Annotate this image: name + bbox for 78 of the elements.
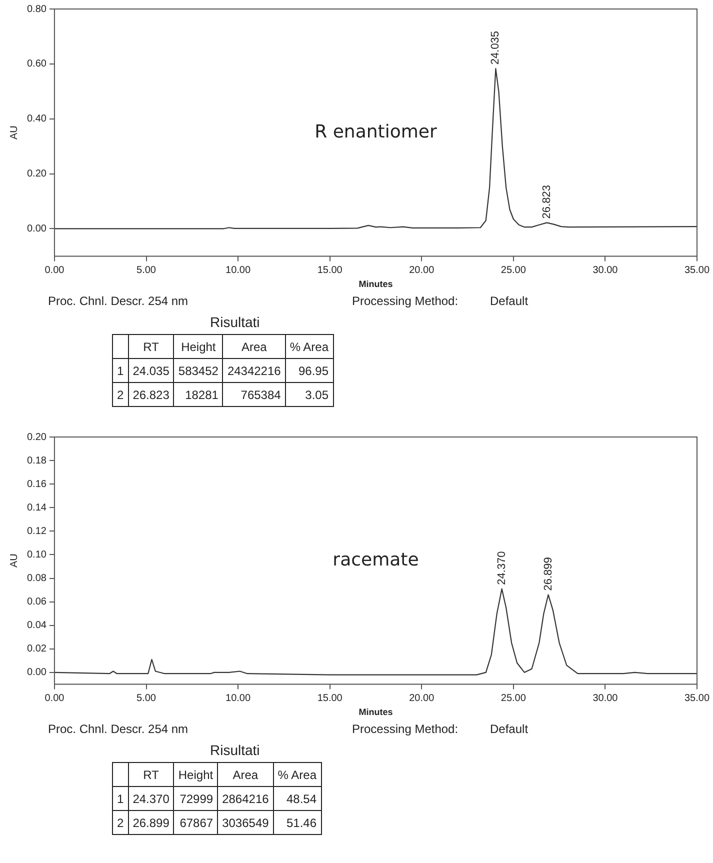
annotation: racemate [332,549,419,570]
text: Risultati [210,742,260,758]
text: 96.95 [285,358,334,382]
text: RT [128,762,174,786]
x-tick-label: 25.00 [500,692,526,704]
text: 24.035 [128,358,174,382]
text: Default [490,722,528,736]
text: Height [174,334,223,358]
text: 26.823 [128,382,174,406]
text: 26.899 [128,810,174,834]
text: % Area [273,762,321,786]
y-tick-label: 0.08 [26,573,47,584]
x-tick-label: 20.00 [409,692,435,704]
text: 3.05 [285,382,334,406]
y-tick-label: 0.20 [26,168,47,180]
x-tick-label: 30.00 [592,264,618,276]
y-axis-title: AU [8,554,20,568]
text: 2864216 [218,786,274,810]
y-tick-label: 0.20 [26,432,47,443]
x-tick-label: 5.00 [136,264,156,276]
y-tick-label: 0.10 [26,549,47,560]
text: 24.370 [128,786,174,810]
y-tick-label: 0.80 [26,4,47,15]
x-tick-label: 0.00 [44,264,65,276]
y-tick-label: 0.02 [26,644,47,655]
text: 1 [112,786,128,810]
y-tick-label: 0.00 [26,223,47,234]
text: 3036549 [218,810,274,834]
y-tick-label: 0.14 [26,502,47,514]
x-tick-label: 5.00 [136,692,156,704]
text: 48.54 [273,786,321,810]
text: 2 [112,810,128,834]
text: 24342216 [222,358,286,382]
text: 2 [112,382,128,406]
x-tick-label: 35.00 [684,692,710,704]
text: 67867 [174,810,218,834]
y-tick-label: 0.18 [26,455,47,466]
x-tick-label: 30.00 [592,692,618,704]
text: Processing Method: [352,294,458,308]
annotation: R enantiomer [314,121,438,142]
x-tick-label: 15.00 [317,264,343,276]
text: Default [490,294,528,308]
y-tick-label: 0.40 [26,114,47,125]
x-tick-label: 10.00 [226,264,251,276]
text: 51.46 [273,810,321,834]
text: 18281 [174,382,223,406]
y-tick-label: 0.12 [26,526,47,537]
x-axis-title: Minutes [358,279,393,290]
text: % Area [285,334,334,358]
annotation: 24.035 [490,30,502,65]
text: Proc. Chnl. Descr. 254 nm [48,294,188,308]
x-tick-label: 0.00 [44,692,65,704]
x-tick-label: 35.00 [684,264,710,276]
text: RT [128,334,174,358]
y-tick-label: 0.16 [26,478,47,490]
x-tick-label: 20.00 [409,264,435,276]
y-tick-label: 0.06 [26,596,47,608]
text: 72999 [174,786,218,810]
y-tick-label: 0.60 [26,58,47,70]
y-tick-label: 0.04 [26,620,47,632]
text: 765384 [222,382,286,406]
x-axis-title: Minutes [358,707,393,718]
text: Area [218,762,274,786]
annotation: 26.823 [540,185,553,219]
text: Height [174,762,218,786]
text: 583452 [174,358,223,382]
y-axis-title: AU [8,126,20,140]
text: 1 [112,358,128,382]
x-tick-label: 10.00 [226,692,251,704]
text: Risultati [210,314,260,330]
text: Processing Method: [352,722,458,736]
y-tick-label: 0.00 [26,667,47,678]
x-tick-label: 15.00 [317,692,343,704]
text: Area [222,334,286,358]
annotation: 26.899 [542,557,554,591]
annotation: 24.370 [496,551,508,585]
text: Proc. Chnl. Descr. 254 nm [48,722,188,736]
x-tick-label: 25.00 [500,264,526,276]
